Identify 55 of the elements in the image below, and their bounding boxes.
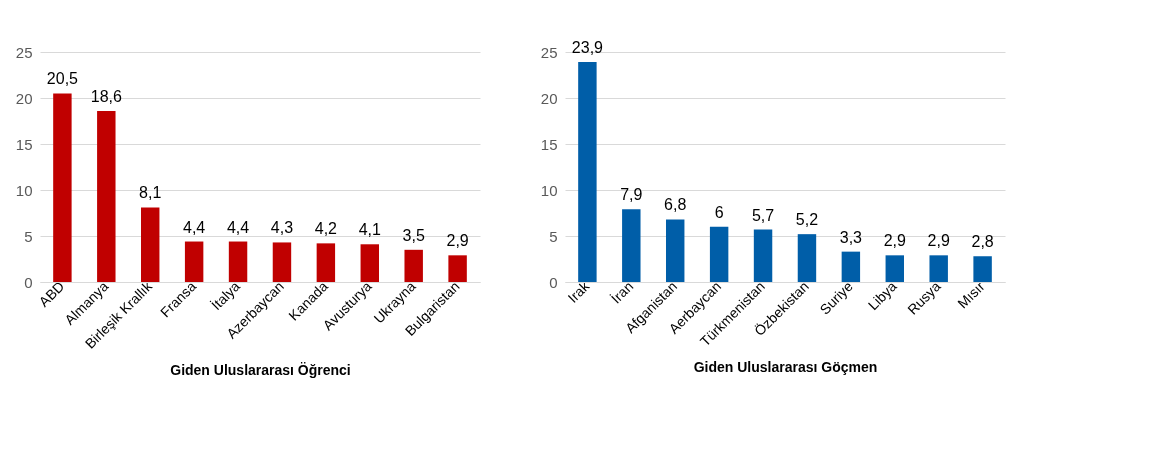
data-label: 4,4 (226, 218, 250, 236)
bar (141, 207, 160, 282)
data-label: 6,8 (664, 196, 687, 214)
bar (448, 255, 467, 282)
y-tick-label: 5 (24, 227, 33, 245)
data-label: 4,3 (270, 219, 294, 237)
data-label: 4,2 (314, 220, 338, 238)
y-tick-label: 20 (15, 89, 33, 107)
bar (184, 241, 204, 282)
bar (53, 93, 72, 282)
bar (622, 209, 641, 282)
data-label: 3,5 (402, 226, 425, 244)
data-label: 2,9 (446, 232, 469, 250)
data-label: 2,9 (927, 232, 950, 250)
bar (404, 249, 423, 282)
data-label: 23,9 (571, 39, 604, 57)
bar (709, 226, 729, 282)
bar (316, 243, 336, 282)
bar (841, 251, 861, 282)
bar (666, 219, 685, 282)
y-tick-label: 25 (540, 43, 558, 61)
bar (753, 229, 773, 282)
x-axis-title: Giden Uluslararası Öğrenci (170, 361, 351, 378)
data-label: 6 (714, 203, 724, 221)
data-label: 2,9 (883, 232, 906, 250)
y-tick-label: 0 (24, 273, 33, 291)
bar (578, 62, 597, 282)
data-label: 20,5 (46, 70, 79, 88)
bar (973, 256, 992, 282)
y-tick-label: 0 (549, 273, 558, 291)
data-label: 18,6 (90, 87, 122, 105)
y-tick-label: 15 (15, 135, 33, 153)
y-tick-label: 15 (540, 135, 558, 153)
data-label: 2,8 (971, 233, 994, 251)
data-label: 4,4 (183, 218, 206, 236)
x-tick-label: Irak (564, 277, 594, 306)
data-label: 8,1 (139, 184, 162, 202)
x-axis-title: Giden Uluslararası Göçmen (693, 359, 878, 376)
data-label: 7,9 (620, 186, 643, 204)
data-label: 5,2 (795, 211, 819, 229)
bar (929, 255, 948, 282)
bar (885, 255, 904, 282)
y-tick-label: 10 (15, 181, 33, 199)
bar (797, 234, 817, 282)
data-label: 5,7 (751, 206, 775, 224)
bar (360, 244, 379, 282)
y-tick-label: 20 (540, 89, 558, 107)
bar (228, 241, 248, 282)
bar (97, 110, 116, 282)
data-label: 3,3 (839, 228, 863, 246)
y-tick-label: 5 (549, 227, 558, 245)
y-tick-label: 25 (15, 43, 33, 61)
bar (272, 242, 292, 282)
data-label: 4,1 (358, 221, 381, 239)
y-tick-label: 10 (540, 181, 558, 199)
